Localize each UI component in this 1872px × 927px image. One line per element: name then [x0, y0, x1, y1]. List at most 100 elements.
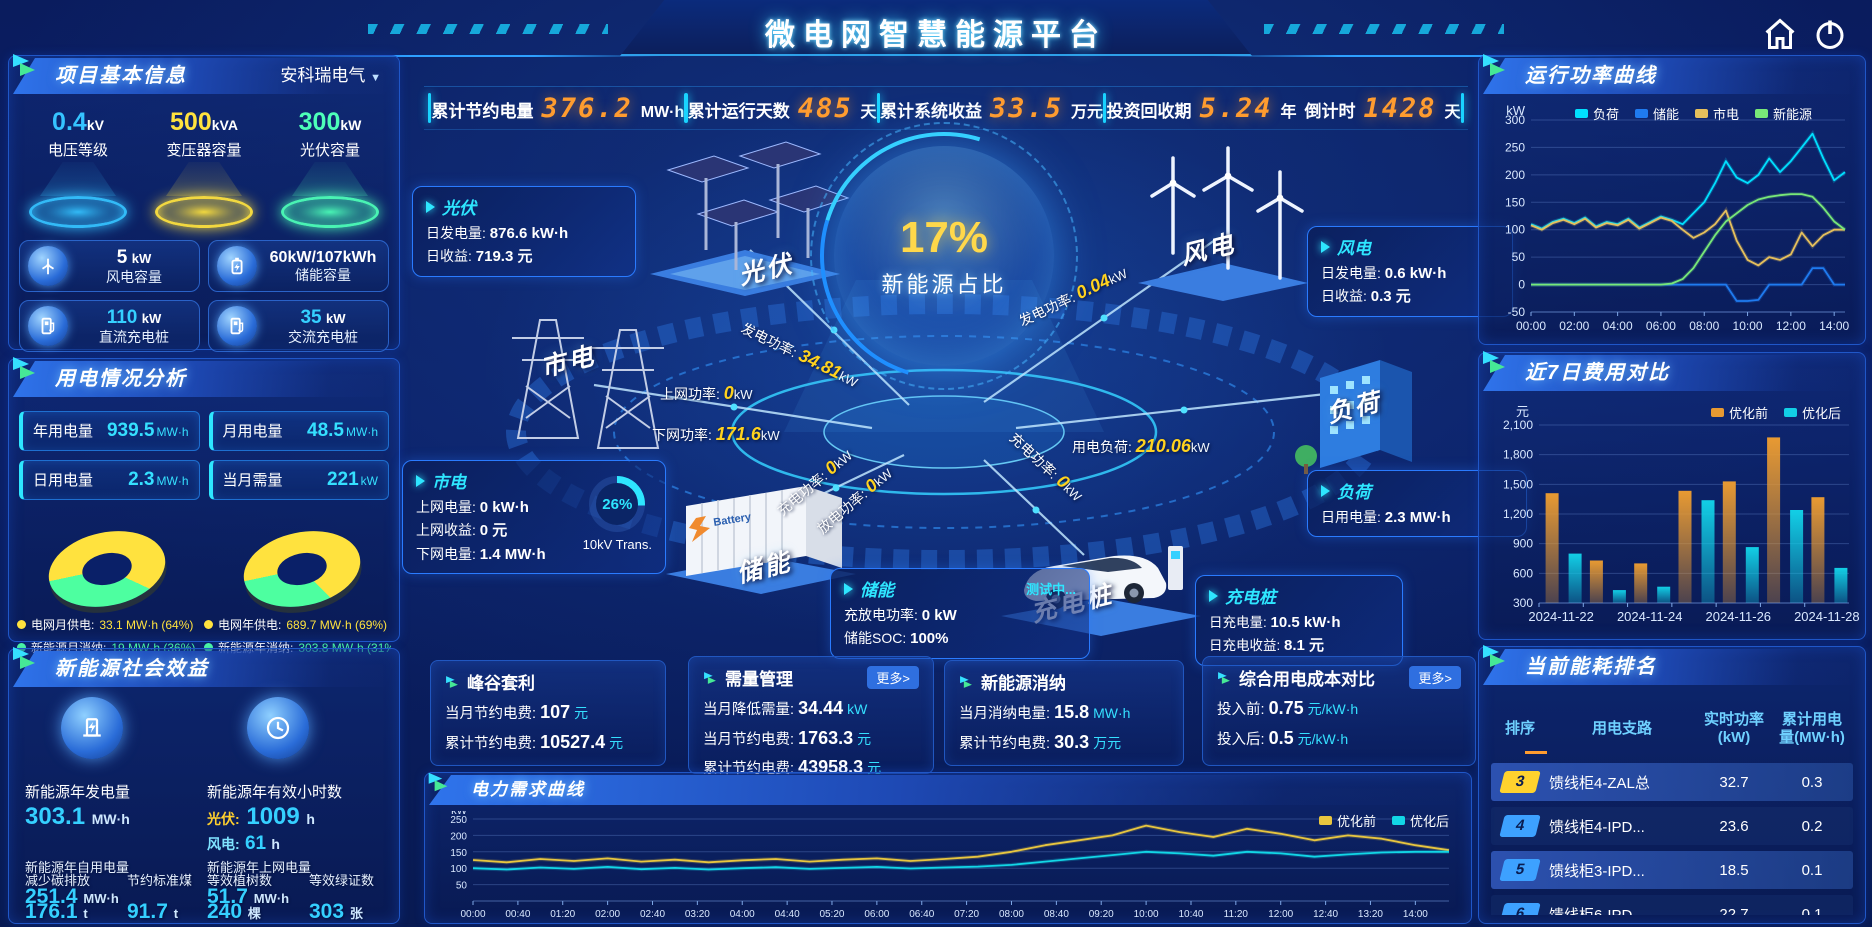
home-icon[interactable] [1762, 16, 1798, 52]
legend-item[interactable]: 储能 [1635, 104, 1679, 123]
kpi-unit: 年 [1280, 103, 1297, 121]
renewable-ratio-value: 17% [899, 213, 989, 262]
kpi-bar: 累计节约电量 376.2 MW·h 累计运行天数 485 天 累计系统收益 33… [424, 86, 1468, 130]
more-button[interactable]: 更多> [867, 666, 919, 689]
battery-icon [217, 246, 257, 286]
generation-icon [61, 697, 123, 759]
table-header-row: 排序 用电支路 实时功率(kW) 累计用电量(MW·h) [1491, 701, 1853, 757]
capacity-voltage: 0.4kV 电压等级 [19, 108, 137, 228]
legend-dot [17, 643, 26, 652]
kpi-unit: 天 [860, 103, 877, 121]
table-row[interactable]: 4 馈线柜4-IPD... 23.6 0.2 [1491, 807, 1853, 845]
panel-project-info: 项目基本信息 安科瑞电气 ▼ 0.4kV 电压等级 500kVA 变压器容量 3… [8, 54, 400, 352]
spec-label: 风电容量 [106, 268, 162, 285]
dc-charger-icon [28, 306, 68, 346]
pv-hours-value: 1009 [246, 803, 300, 830]
column-header: 实时功率(kW) [1703, 711, 1764, 746]
benefit-peak-valley: 峰谷套利 当月节约电费: 107 元 累计节约电费: 10527.4 元 [430, 660, 666, 766]
divider [684, 93, 688, 123]
ranking-table: 排序 用电支路 实时功率(kW) 累计用电量(MW·h) 3 馈线柜4-ZAL总… [1491, 695, 1853, 915]
power-cell: 32.7 [1719, 773, 1749, 791]
legend-swatch [1318, 816, 1332, 825]
line-label: 上网电量: [416, 499, 476, 515]
panel-flag-icon [1483, 645, 1505, 667]
spec-unit: kW [326, 311, 346, 327]
svg-text:250: 250 [450, 815, 467, 826]
chevron-right-icon [1209, 589, 1218, 602]
legend-swatch [1575, 109, 1588, 118]
svg-text:08:00: 08:00 [999, 909, 1024, 920]
supply-donuts [9, 510, 399, 618]
header-decoration-right [1264, 24, 1504, 34]
line-value: 2.3 MW·h [1384, 509, 1451, 526]
spec-unit: kW [131, 251, 152, 267]
stat-label: 当月需量 [222, 472, 283, 489]
legend-item[interactable]: 电网月供电: 33.1 MW·h (64%) [17, 616, 204, 633]
svg-text:50: 50 [1512, 250, 1526, 264]
stat-unit: kW [360, 474, 378, 488]
svg-text:04:00: 04:00 [1603, 319, 1633, 333]
flag-icon [704, 671, 716, 684]
legend-label: 电网月供电: [31, 618, 95, 632]
metric-value: 251.4 [25, 885, 78, 908]
chevron-right-icon [1321, 240, 1330, 253]
load-building-illustration [1295, 360, 1412, 474]
panel-header-bg [13, 58, 399, 94]
svg-text:300: 300 [1513, 596, 1533, 610]
metric-unit: MW·h [253, 891, 290, 906]
legend-item[interactable]: 新能源 [1755, 104, 1812, 123]
svg-text:250: 250 [1505, 140, 1525, 154]
svg-text:00:40: 00:40 [505, 909, 530, 920]
svg-text:11:20: 11:20 [1224, 909, 1249, 920]
metric-label: 等效植树数 [207, 873, 273, 888]
usage-stats: 年用电量 939.5 MW·h 月用电量 48.5 MW·h 日用电量 2.3 MW·… [9, 399, 399, 500]
rank-badge: 6 [1499, 903, 1541, 915]
svg-text:0: 0 [1518, 278, 1525, 292]
stat-value: 939.5 [106, 420, 155, 441]
legend-item[interactable]: 市电 [1695, 104, 1739, 123]
company-select[interactable]: 安科瑞电气 ▼ [280, 56, 381, 98]
legend-item[interactable]: 优化后 [1783, 403, 1841, 422]
header-decoration-left [368, 24, 608, 34]
panel-header-bg [13, 651, 399, 687]
table-row[interactable]: 3 馈线柜4-ZAL总 32.7 0.3 [1491, 763, 1853, 801]
panel-header: 运行功率曲线 [1479, 54, 1865, 96]
gauge-label: 10kV Trans. [582, 537, 652, 552]
legend-item[interactable]: 电网年供电: 689.7 MW·h (69%) [204, 616, 391, 633]
table-row[interactable]: 5 馈线柜3-IPD... 18.5 0.1 [1491, 851, 1853, 889]
more-button[interactable]: 更多> [1409, 666, 1461, 689]
line-value: 8.1 元 [1284, 637, 1325, 655]
legend-item[interactable]: 优化后 [1391, 811, 1449, 830]
svg-text:12:00: 12:00 [1776, 319, 1806, 333]
spec-label: 储能容量 [295, 267, 351, 284]
table-row[interactable]: 6 馈线柜6-IPD 22.7 0.1 [1491, 895, 1853, 915]
panel-flag-icon [1483, 54, 1505, 76]
capacity-value: 300 [298, 108, 341, 136]
power-cell: 23.6 [1719, 817, 1749, 835]
header-band [620, 0, 1252, 56]
spec-dc-charger: 110 kW 直流充电桩 [19, 300, 200, 352]
line-value: 0 kW·h [479, 499, 529, 516]
benefit-title: 需量管理 [725, 670, 793, 689]
cost-legend: 优化前 优化后 [1710, 403, 1841, 422]
divider [428, 93, 432, 123]
page-title: 微电网智慧能源平台 [765, 19, 1107, 52]
flow-label-draw-power: 下网功率: 171.6kW [652, 424, 780, 444]
legend-swatch [1635, 109, 1649, 118]
legend-item[interactable]: 负荷 [1575, 104, 1619, 123]
capacity-label: 光伏容量 [299, 142, 360, 159]
svg-text:00:00: 00:00 [1516, 319, 1546, 333]
power-icon[interactable] [1812, 16, 1848, 52]
legend-label: 电网年供电: [218, 618, 282, 632]
panel-header: 电力需求曲线 [425, 772, 1471, 807]
legend-item[interactable]: 优化前 [1318, 811, 1376, 830]
svg-text:01:20: 01:20 [550, 909, 575, 920]
box-title: 风电 [1337, 239, 1371, 258]
legend-swatch [1391, 816, 1405, 825]
stat-label: 日用电量 [33, 472, 94, 489]
legend-item[interactable]: 优化前 [1710, 403, 1768, 422]
branch-cell: 馈线柜4-ZAL总 [1549, 774, 1650, 792]
spec-cards: 5 kW 风电容量 60kW/107kWh 储能容量 110 kW 直流充电桩 [9, 228, 399, 352]
svg-text:kW: kW [451, 811, 468, 817]
